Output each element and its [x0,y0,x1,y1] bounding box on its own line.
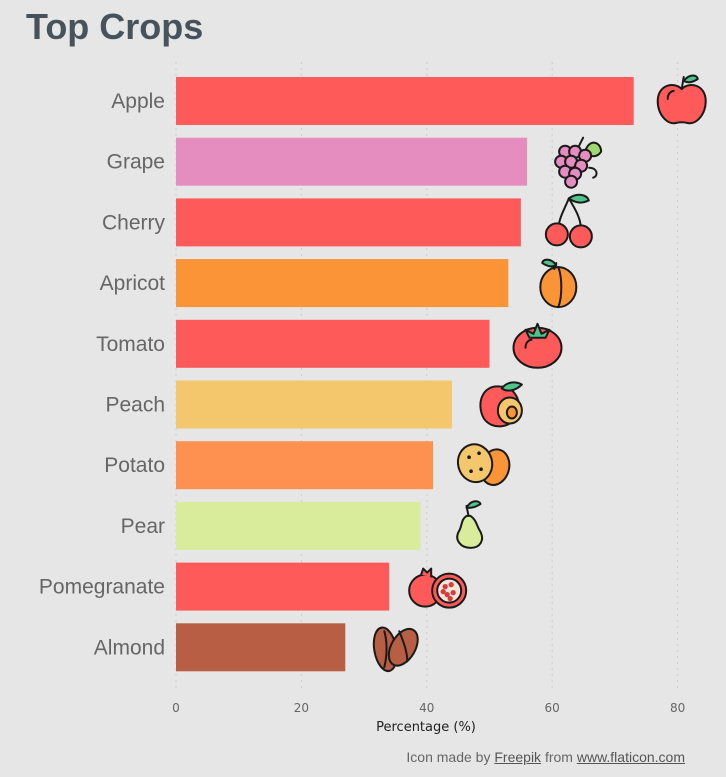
category-label: Pomegranate [39,576,165,599]
credit-middle: from [544,749,573,765]
category-label: Apple [111,90,165,113]
peach-icon [479,381,523,428]
x-axis-ticks: 0 20 40 60 80 [172,701,685,715]
page-title: Top Crops [26,6,204,47]
category-label: Peach [105,394,165,417]
icon-credit: Icon made by Freepik from www.flaticon.c… [406,749,685,765]
freepik-link[interactable]: Freepik [494,749,542,765]
bar-tomato [176,319,490,368]
category-label: Grape [107,151,165,174]
fruit-icons [372,74,707,673]
category-label: Almond [94,636,165,659]
category-label: Cherry [102,211,166,234]
bar-cherry [176,198,521,247]
bar-pomegranate [176,562,390,611]
tomato-icon [512,322,563,369]
category-label: Tomato [96,333,165,356]
almond-icon [372,626,419,673]
bars [176,77,634,672]
apple-icon [656,74,707,125]
bar-almond [176,623,346,672]
flaticon-link[interactable]: www.flaticon.com [576,749,685,765]
category-label: Apricot [100,272,166,295]
bar-peach [176,380,452,429]
category-label: Pear [121,515,165,538]
bar-grape [176,137,528,186]
bar-potato [176,441,434,490]
apricot-icon [539,258,578,309]
x-tick-label: 0 [172,701,180,715]
bar-apple [176,77,634,125]
bar-pear [176,501,421,550]
x-tick-label: 60 [545,701,560,715]
bar-apricot [176,259,509,308]
pear-icon [456,500,484,549]
x-axis-title: Percentage (%) [376,720,476,735]
x-tick-label: 80 [670,701,685,715]
cherry-icon [544,193,593,249]
x-tick-label: 20 [294,701,309,715]
x-tick-label: 40 [419,701,434,715]
pomegranate-icon [408,567,468,609]
category-label: Potato [104,454,165,477]
potato-icon [456,443,511,486]
category-labels: Apple Grape Cherry Apricot Tomato Peach Potato… [39,90,166,659]
grape-icon [554,136,603,189]
credit-prefix: Icon made by [406,749,491,765]
